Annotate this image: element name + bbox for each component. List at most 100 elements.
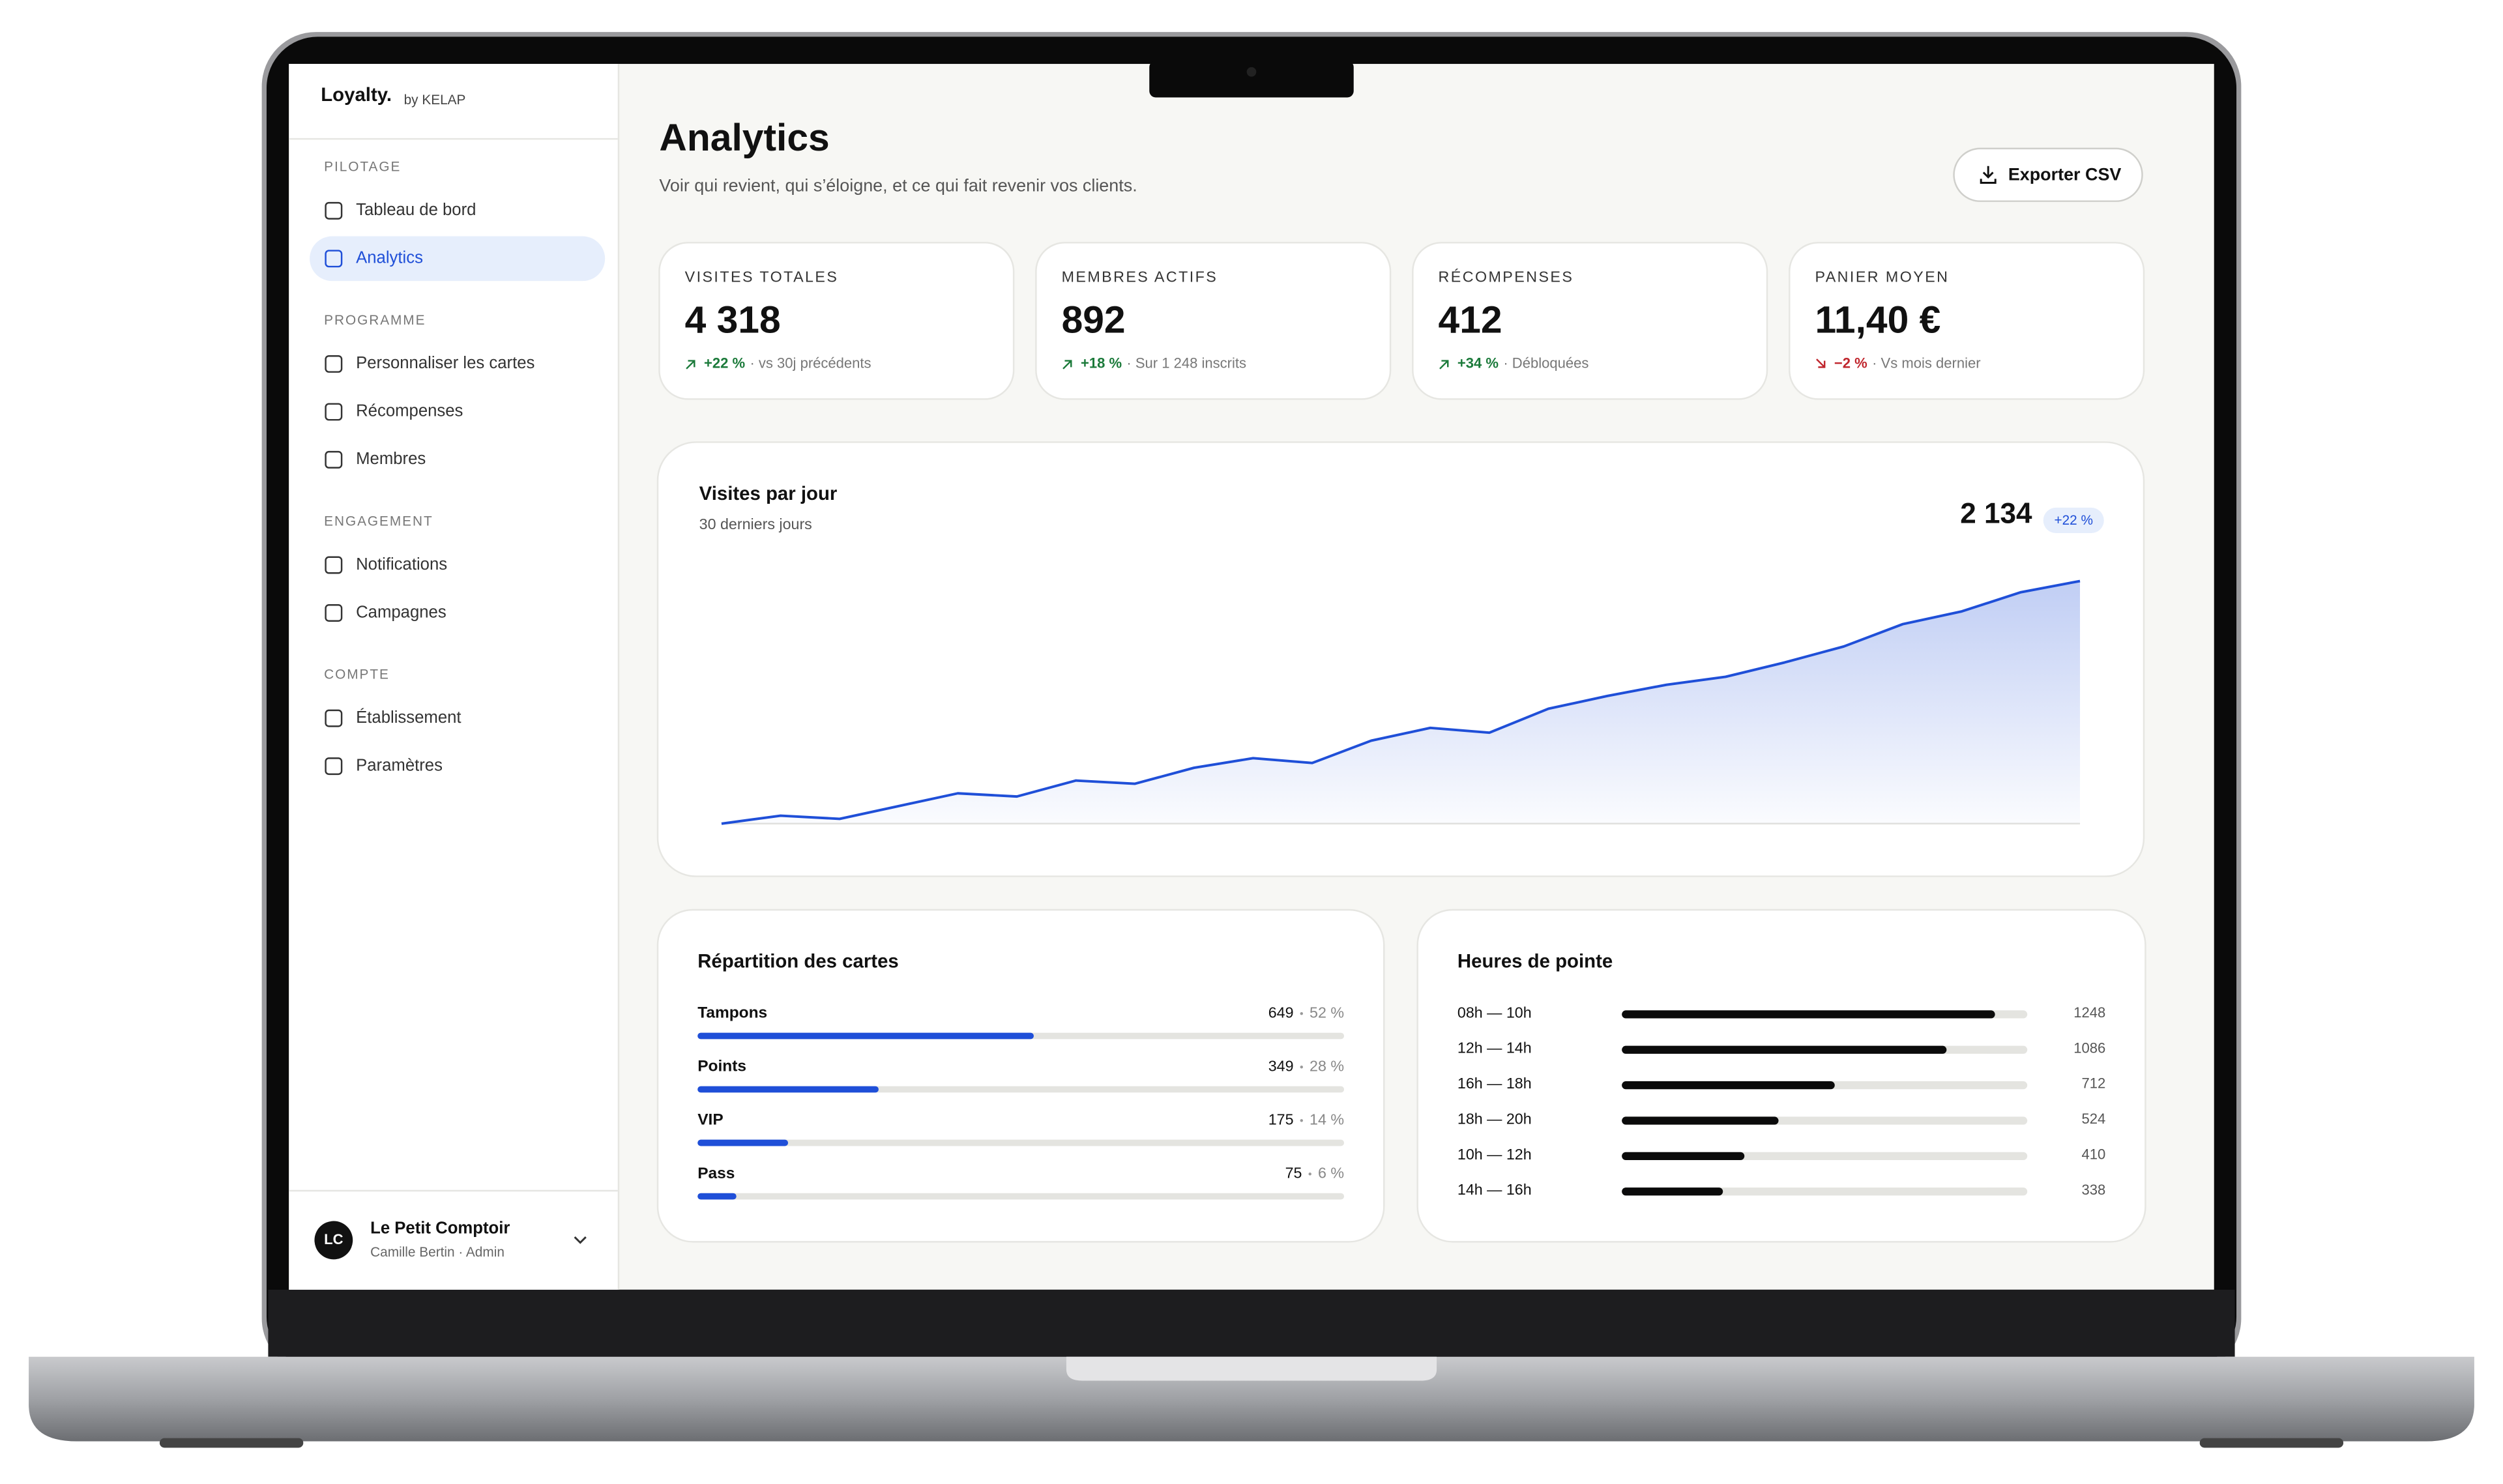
nav-label: Établissement — [356, 708, 461, 727]
item-share: 6 % — [1318, 1164, 1344, 1181]
item-count: 649 — [1268, 1004, 1294, 1021]
bar — [1622, 1187, 1723, 1196]
nav-item[interactable]: Personnaliser les cartes — [325, 354, 535, 373]
kpi-value: 892 — [1062, 298, 1126, 341]
hour-value: 338 — [2081, 1182, 2105, 1198]
hour-label: 18h — 20h — [1457, 1110, 1532, 1127]
kpi-delta: +22 % — [704, 355, 745, 371]
nav-item[interactable]: Établissement — [325, 708, 461, 727]
item-name: VIP — [697, 1111, 723, 1129]
bar — [1622, 1116, 1779, 1125]
nav-item[interactable]: Paramètres — [325, 756, 443, 776]
avatar — [314, 1221, 353, 1260]
chart-title: Visites par jour — [699, 483, 838, 504]
distribution-list: Tampons 52 % 649 Points 28 % 349 VIP 14 % 175 Pas… — [697, 1004, 1345, 1200]
foot — [159, 1438, 304, 1448]
base-notch — [1066, 1356, 1437, 1381]
item-count: 175 — [1268, 1111, 1294, 1128]
kpi-note: · vs 30j précédents — [750, 355, 871, 371]
item-count: 75 — [1285, 1164, 1302, 1181]
kpi-delta: +18 % — [1081, 355, 1122, 371]
chart-total: 2 134 — [1960, 498, 2032, 530]
kpi-value: 4 318 — [685, 298, 781, 341]
kpi-note: · Vs mois dernier — [1872, 355, 1981, 371]
trend-arrow — [1062, 360, 1072, 370]
item-share: 14 % — [1310, 1111, 1344, 1128]
nav-item[interactable]: Campagnes — [325, 603, 446, 622]
track — [697, 1139, 1345, 1146]
notch — [1149, 61, 1354, 98]
item-name: Points — [697, 1058, 746, 1075]
hour-label: 14h — 16h — [1457, 1181, 1532, 1198]
kpi-value: 11,40 € — [1815, 298, 1940, 341]
page-subtitle: Voir qui revient, qui s’éloigne, et ce q… — [659, 176, 1137, 196]
kpi-card: MEMBRES ACTIFS 892 +18 % · Sur 1 248 inscri… — [1035, 242, 1392, 400]
button-label: Exporter CSV — [2008, 165, 2122, 184]
nav-item[interactable]: Membres — [325, 450, 426, 469]
navigation: PILOTAGE Tableau de bord Analytics PROGRAMM… — [310, 160, 606, 776]
kpi-value: 412 — [1439, 298, 1502, 341]
distribution-title: Répartition des cartes — [697, 951, 899, 972]
nav-label: Récompenses — [356, 402, 463, 420]
page-title: Analytics — [659, 117, 829, 159]
area — [721, 581, 2081, 824]
peak-title: Heures de pointe — [1457, 951, 1613, 972]
kpi-label: RÉCOMPENSES — [1439, 268, 1574, 285]
nav-icon — [325, 403, 343, 421]
download-icon — [1980, 166, 1997, 184]
foot — [2199, 1438, 2344, 1448]
kpi-delta-line: +34 % · Débloquées — [1457, 355, 1589, 371]
nav-icon — [325, 604, 343, 622]
separator — [1300, 1066, 1303, 1069]
nav-icon — [325, 450, 343, 469]
nav-label: Personnaliser les cartes — [356, 354, 534, 372]
nav-label: Tableau de bord — [356, 201, 476, 219]
export-button[interactable]: Exporter CSV — [1953, 147, 2143, 202]
brand-by: by KELAP — [404, 93, 466, 108]
base — [29, 1356, 2474, 1442]
account[interactable]: LC Le Petit Comptoir Camille Bertin · Ad… — [314, 1219, 587, 1260]
bar — [697, 1139, 789, 1146]
track — [697, 1193, 1345, 1200]
nav-section: PILOTAGE — [324, 160, 401, 175]
nav-label: Membres — [356, 450, 426, 468]
nav-item[interactable]: Tableau de bord — [325, 201, 476, 220]
nav-item[interactable]: Notifications — [325, 555, 448, 574]
kpi-delta-line: −2 % · Vs mois dernier — [1834, 355, 1981, 371]
chart-subtitle: 30 derniers jours — [699, 516, 812, 532]
kpi-note: · Débloquées — [1503, 355, 1588, 371]
kpi-card: RÉCOMPENSES 412 +34 % · Débloquées — [1412, 242, 1768, 400]
nav-icon — [325, 355, 343, 373]
kpi-note: · Sur 1 248 inscrits — [1126, 355, 1246, 371]
kpi-bg — [1412, 242, 1768, 400]
nav-icon — [325, 201, 343, 220]
hour-value: 524 — [2081, 1111, 2105, 1127]
hour-value: 410 — [2081, 1146, 2105, 1162]
trend-arrow — [1439, 360, 1449, 370]
avatar-initials: LC — [324, 1231, 343, 1247]
nav-item[interactable]: Analytics — [310, 236, 606, 282]
distribution-card — [656, 909, 1385, 1243]
hour-value: 712 — [2081, 1075, 2105, 1092]
hour-value: 1248 — [2073, 1004, 2105, 1021]
account-name: Le Petit Comptoir — [370, 1219, 510, 1238]
bar — [697, 1086, 879, 1093]
separator — [1300, 1011, 1303, 1015]
kpi-cards: VISITES TOTALES 4 318 +22 % · vs 30j précéd… — [658, 242, 2145, 400]
nav-label: Notifications — [356, 555, 447, 574]
brand-name: Loyalty. — [321, 84, 392, 106]
kpi-bg — [1035, 242, 1392, 400]
bar — [697, 1193, 737, 1200]
hour-label: 12h — 14h — [1457, 1040, 1532, 1056]
item-share: 52 % — [1310, 1004, 1344, 1021]
nav-label: Analytics — [356, 249, 423, 267]
line — [721, 579, 2081, 825]
nav-icon — [325, 757, 343, 776]
button-bg — [1953, 147, 2143, 202]
separator — [1308, 1172, 1311, 1176]
chart-change: +22 % — [2054, 513, 2093, 528]
nav-section: ENGAGEMENT — [324, 514, 433, 529]
change-pill — [2043, 507, 2104, 534]
nav-item[interactable]: Récompenses — [325, 402, 463, 421]
